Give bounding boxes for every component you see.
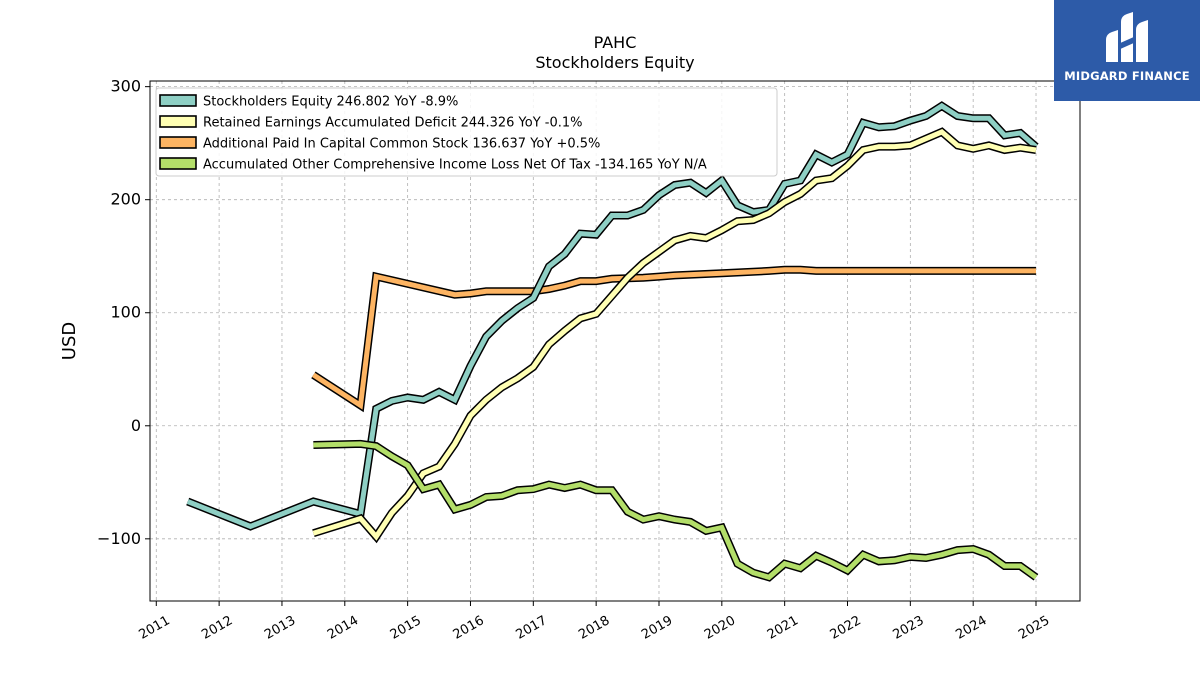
y-tick-label: 0 <box>131 416 141 435</box>
y-tick-label: 300 <box>110 77 141 96</box>
x-tick-label: 2020 <box>702 613 738 643</box>
x-tick-label: 2011 <box>136 613 172 643</box>
x-tick-label: 2016 <box>451 613 487 643</box>
series-line <box>312 128 1037 541</box>
x-tick-label: 2017 <box>513 613 549 643</box>
x-tick-label: 2021 <box>765 613 801 643</box>
x-tick-label: 2025 <box>1016 613 1052 643</box>
legend: Stockholders Equity 246.802 YoY -8.9% Ret… <box>155 87 778 177</box>
y-tick-label: −100 <box>97 529 141 548</box>
x-tick-label: 2014 <box>325 613 361 643</box>
legend-swatch <box>159 157 197 170</box>
legend-entry: Accumulated Other Comprehensive Income L… <box>203 158 707 173</box>
legend-swatch <box>159 136 197 149</box>
series-line <box>313 441 1038 581</box>
x-tick-label: 2013 <box>262 613 298 643</box>
x-tick-label: 2015 <box>388 613 424 643</box>
y-tick-label: 200 <box>110 190 141 209</box>
x-tick-label: 2023 <box>891 613 927 643</box>
brand-logo: MIDGARD FINANCE <box>1054 0 1200 101</box>
chart-subtitle: Stockholders Equity <box>535 53 694 72</box>
x-tick-label: 2018 <box>576 613 612 643</box>
series-lines <box>186 101 1039 582</box>
series-line <box>312 267 1036 410</box>
plot-frame <box>149 80 1081 602</box>
brand-name: MIDGARD FINANCE <box>1064 69 1190 83</box>
legend-entry: Retained Earnings Accumulated Deficit 24… <box>203 116 582 131</box>
chart-title: PAHC <box>594 33 637 52</box>
legend-swatch <box>159 94 197 107</box>
x-tick-label: 2012 <box>199 613 235 643</box>
x-tick-label: 2024 <box>953 613 989 643</box>
series-line-outline <box>311 265 1036 413</box>
y-axis-label: USD <box>59 322 80 360</box>
x-tick-label: 2022 <box>828 613 864 643</box>
legend-box <box>155 87 778 177</box>
legend-entry: Additional Paid In Capital Common Stock … <box>203 137 600 152</box>
x-tick-label: 2019 <box>639 613 675 643</box>
midgard-logo-icon <box>1106 12 1148 62</box>
y-tick-label: 100 <box>110 303 141 322</box>
series-line <box>186 102 1038 530</box>
legend-entry: Stockholders Equity 246.802 YoY -8.9% <box>203 95 458 110</box>
legend-swatch <box>159 115 197 128</box>
